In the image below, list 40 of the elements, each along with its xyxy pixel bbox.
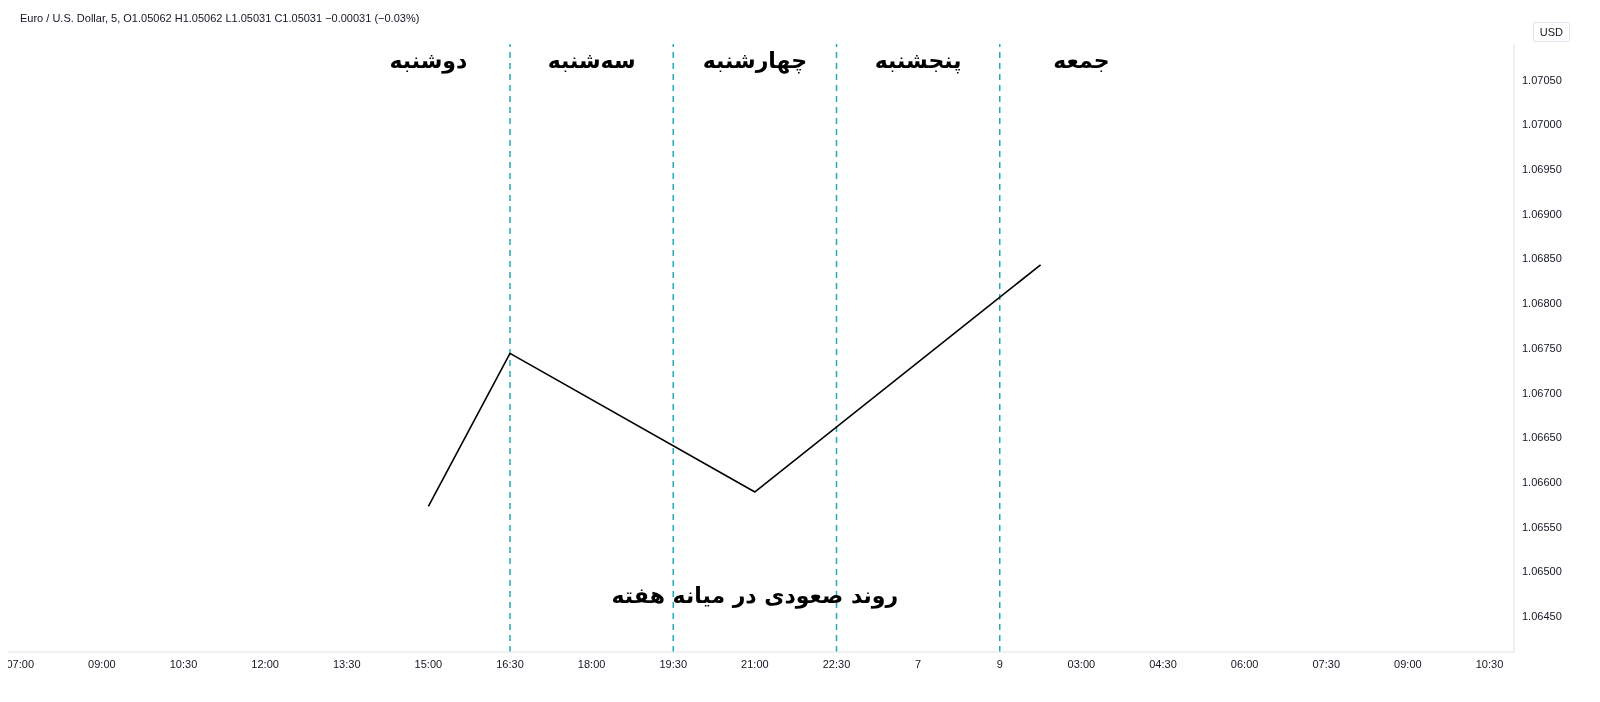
x-tick-label: 06:00 [1230, 657, 1259, 670]
annotation: روند صعودی در میانه هفته [611, 583, 899, 610]
x-tick-label: 16:30 [496, 657, 524, 670]
y-tick-label: 1.06700 [1522, 386, 1562, 399]
annotation: چهارشنبه [702, 48, 807, 75]
x-tick-label: 7 [915, 657, 922, 670]
y-tick-label: 1.06550 [1522, 520, 1562, 533]
line-series [427, 264, 1042, 508]
chart-title: Euro / U.S. Dollar, 5, O1.05062 H1.05062 L1.05031 C1.05031 −0.00031 (−0.03%) [20, 12, 420, 24]
y-tick-label: 1.06750 [1522, 341, 1562, 354]
x-tick-label: 22:30 [822, 657, 851, 670]
x-tick-label: 09:00 [88, 657, 116, 670]
x-tick-label: 10:30 [169, 657, 198, 670]
x-tick-label: 15:00 [414, 657, 443, 670]
y-tick-label: 1.06450 [1522, 610, 1562, 623]
y-tick-label: 1.06900 [1522, 207, 1562, 220]
y-tick-label: 1.06600 [1522, 476, 1562, 489]
y-tick-label: 1.06950 [1522, 163, 1562, 176]
x-tick-label: 13:30 [332, 657, 361, 670]
x-tick-label: 07:30 [1312, 657, 1341, 670]
annotation: دوشنبه [389, 48, 468, 75]
y-axis-title: USD [1532, 22, 1570, 42]
x-tick-label: 19:30 [659, 657, 688, 670]
y-tick-label: 1.06850 [1522, 252, 1562, 265]
annotation: جمعه [1053, 48, 1110, 74]
y-tick-label: 1.07000 [1522, 118, 1562, 131]
x-tick-label: 9 [996, 657, 1003, 670]
annotation: سه‌شنبه [547, 48, 636, 74]
x-tick-label: 03:00 [1067, 657, 1096, 670]
y-tick-label: 1.06650 [1522, 431, 1562, 444]
x-tick-label: 12:00 [251, 657, 279, 670]
x-tick-label: 18:00 [577, 657, 606, 670]
x-tick-label: 21:00 [741, 657, 769, 670]
y-tick-label: 1.07050 [1522, 73, 1562, 86]
annotation: پنجشنبه [874, 48, 962, 75]
x-tick-label: 04:30 [1149, 657, 1177, 670]
y-tick-label: 1.06800 [1522, 297, 1562, 310]
x-tick-label: 09:00 [1394, 657, 1422, 670]
x-tick-label: 10:30 [1475, 657, 1504, 670]
y-tick-label: 1.06500 [1522, 565, 1562, 578]
